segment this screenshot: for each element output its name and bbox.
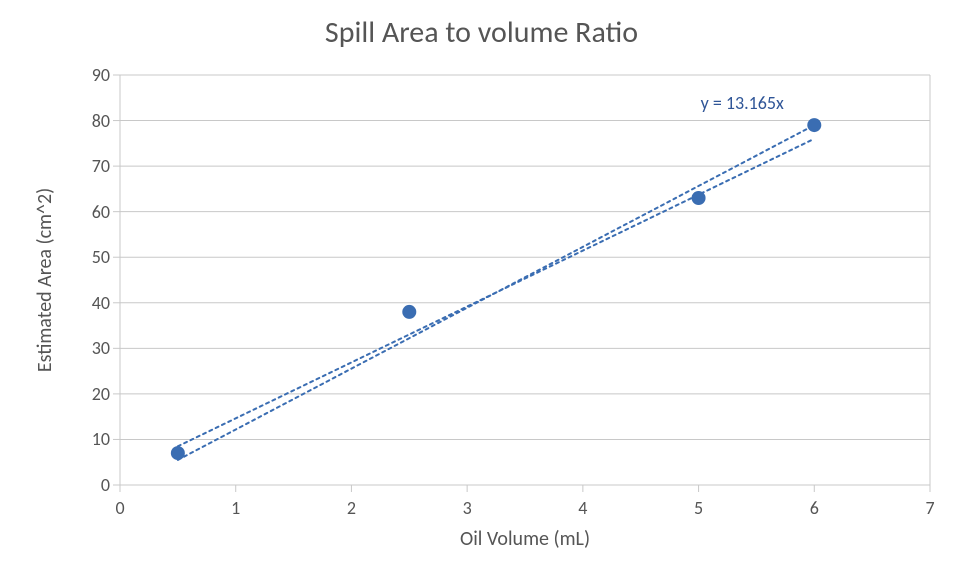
x-tick-label: 4 <box>568 497 598 519</box>
y-tick-label: 20 <box>75 383 110 405</box>
y-tick-label: 70 <box>75 155 110 177</box>
data-point <box>171 446 185 460</box>
x-tick-label: 6 <box>799 497 829 519</box>
x-tick-label: 5 <box>684 497 714 519</box>
chart-container: Spill Area to volume Ratio Estimated Are… <box>0 0 963 571</box>
trendline <box>178 139 814 447</box>
y-tick-label: 40 <box>75 292 110 314</box>
x-tick-label: 3 <box>452 497 482 519</box>
y-tick-label: 60 <box>75 201 110 223</box>
x-tick-label: 7 <box>915 497 945 519</box>
trendline-equation: y = 13.165x <box>701 92 784 114</box>
y-tick-label: 90 <box>75 64 110 86</box>
data-point <box>402 305 416 319</box>
y-tick-label: 10 <box>75 428 110 450</box>
y-tick-label: 30 <box>75 337 110 359</box>
data-point <box>692 191 706 205</box>
data-point <box>807 118 821 132</box>
x-tick-label: 1 <box>221 497 251 519</box>
x-tick-label: 2 <box>336 497 366 519</box>
y-tick-label: 0 <box>75 474 110 496</box>
y-tick-label: 50 <box>75 246 110 268</box>
y-tick-label: 80 <box>75 110 110 132</box>
x-tick-label: 0 <box>105 497 135 519</box>
plot-area <box>0 0 963 571</box>
